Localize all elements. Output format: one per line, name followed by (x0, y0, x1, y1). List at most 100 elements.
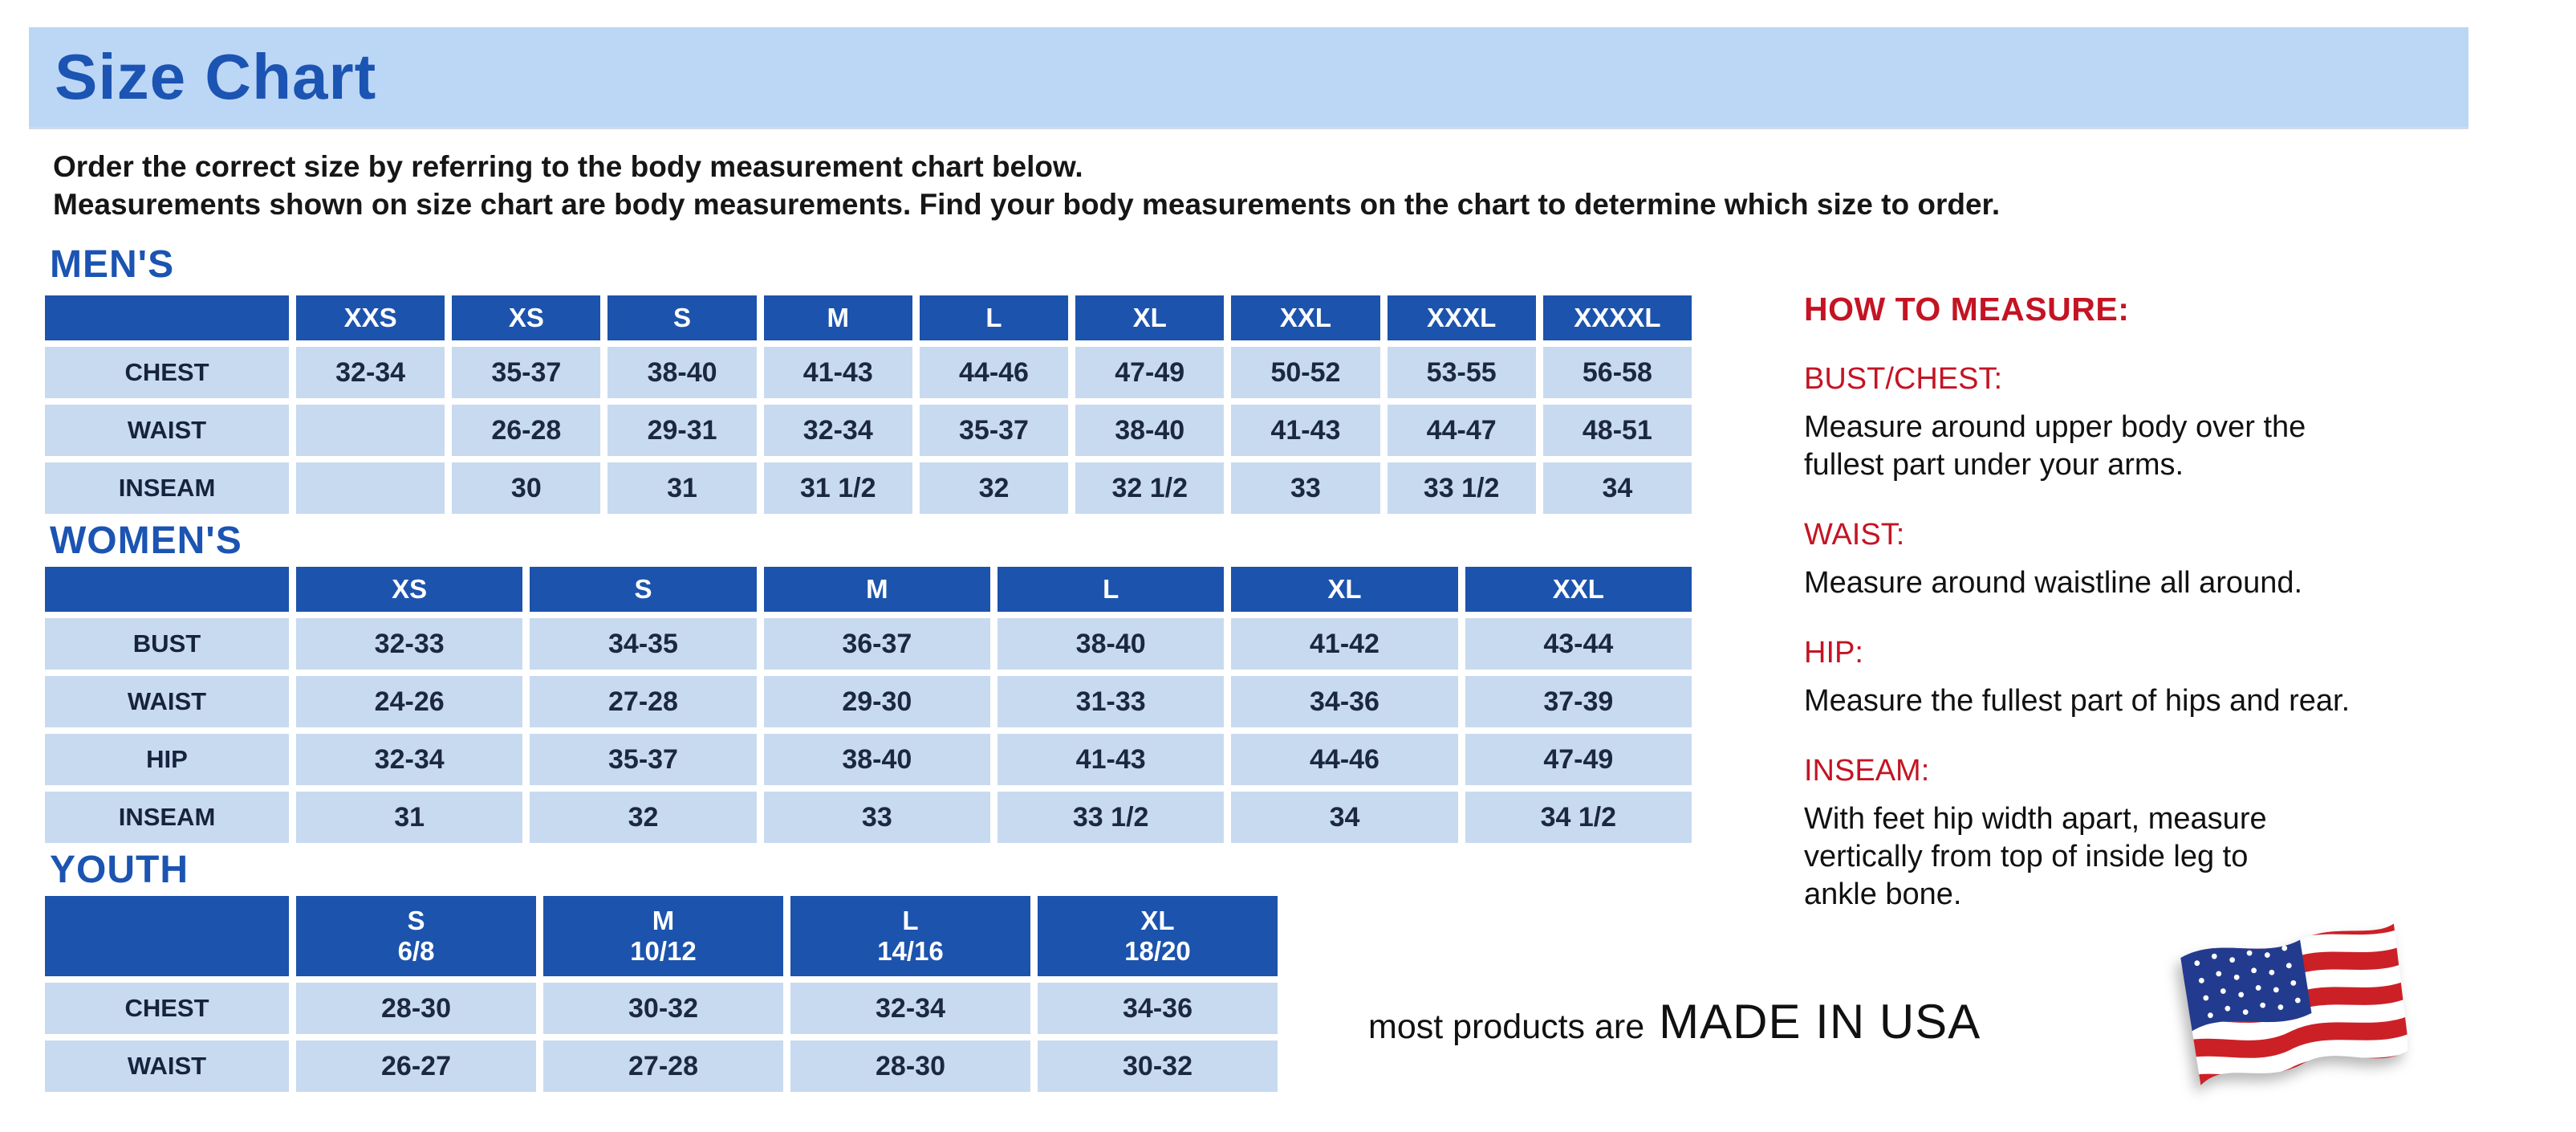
size-value-cell: 35-37 (919, 405, 1069, 456)
size-value-cell: 33 (1231, 462, 1380, 514)
size-value-cell: 41-42 (1231, 618, 1458, 670)
size-value-cell: 30-32 (1038, 1040, 1278, 1092)
size-value-cell: 31 1/2 (763, 462, 912, 514)
measure-label-waist: WAIST: (1804, 518, 1905, 552)
size-value-cell: 28-30 (790, 1040, 1030, 1092)
size-value-cell (296, 405, 445, 456)
size-value-cell: 34-36 (1038, 983, 1278, 1034)
size-value-cell: 34 (1542, 462, 1692, 514)
measure-text-waist: Measure around waistline all around. (1804, 566, 2303, 600)
column-header: XL 18/20 (1038, 896, 1278, 976)
size-value-cell: 32-34 (763, 405, 912, 456)
measure-text-inseam: With feet hip width apart, measure verti… (1804, 802, 2267, 911)
size-value-cell: 32-34 (296, 734, 523, 785)
column-header: XS (452, 295, 601, 340)
made-in-usa-text: MADE IN USA (1659, 995, 1981, 1049)
made-in-usa-prefix: most products are (1368, 1008, 1645, 1046)
column-header: S (607, 295, 757, 340)
size-value-cell: 32 (530, 792, 757, 843)
size-value-cell: 30-32 (543, 983, 783, 1034)
column-header: XXS (296, 295, 445, 340)
womens-size-table: XS S M L XL XXL BUST 32-33 34-35 36-37 38-40 41-42 4… (45, 567, 1692, 843)
column-header: L (919, 295, 1069, 340)
row-label: BUST (45, 618, 289, 670)
size-value-cell: 41-43 (997, 734, 1225, 785)
size-value-cell: 27-28 (543, 1040, 783, 1092)
column-header: S 6/8 (296, 896, 536, 976)
size-value-cell: 29-30 (763, 676, 990, 727)
size-value-cell: 26-27 (296, 1040, 536, 1092)
column-header: M 10/12 (543, 896, 783, 976)
column-header: L (997, 567, 1225, 612)
measure-text-hip: Measure the fullest part of hips and rea… (1804, 684, 2350, 718)
column-header: XXL (1465, 567, 1692, 612)
page-title: Size Chart (55, 41, 377, 112)
size-value-cell: 35-37 (452, 347, 601, 398)
corner-header-cell (45, 295, 289, 340)
usa-flag-icon (2167, 920, 2411, 1098)
column-header: M (763, 295, 912, 340)
size-value-cell: 41-43 (763, 347, 912, 398)
mens-size-table: XXS XS S M L XL XXL XXXL XXXXL CHEST 32-34 35-37 38-… (45, 295, 1692, 514)
size-value-cell: 38-40 (1075, 405, 1225, 456)
mens-section-heading: MEN'S (50, 243, 175, 286)
row-label: HIP (45, 734, 289, 785)
size-value-cell (296, 462, 445, 514)
size-value-cell: 34-36 (1231, 676, 1458, 727)
row-label: WAIST (45, 676, 289, 727)
column-header: XL (1231, 567, 1458, 612)
row-label: CHEST (45, 347, 289, 398)
size-value-cell: 30 (452, 462, 601, 514)
measure-label-bust-chest: BUST/CHEST: (1804, 362, 2003, 396)
how-to-measure-heading: HOW TO MEASURE: (1804, 291, 2130, 328)
size-value-cell: 24-26 (296, 676, 523, 727)
column-header: M (763, 567, 990, 612)
size-value-cell: 33 (763, 792, 990, 843)
size-value-cell: 28-30 (296, 983, 536, 1034)
intro-text: Order the correct size by referring to t… (53, 150, 2001, 221)
size-value-cell: 48-51 (1542, 405, 1692, 456)
size-value-cell: 31 (607, 462, 757, 514)
size-value-cell: 41-43 (1231, 405, 1380, 456)
size-value-cell: 47-49 (1465, 734, 1692, 785)
size-value-cell: 32-34 (296, 347, 445, 398)
size-value-cell: 34 (1231, 792, 1458, 843)
column-header: XS (296, 567, 523, 612)
measure-label-inseam: INSEAM: (1804, 754, 1930, 788)
column-header: S (530, 567, 757, 612)
size-value-cell: 44-46 (1231, 734, 1458, 785)
size-value-cell: 32 1/2 (1075, 462, 1225, 514)
size-value-cell: 33 1/2 (1387, 462, 1536, 514)
size-value-cell: 38-40 (763, 734, 990, 785)
size-value-cell: 26-28 (452, 405, 601, 456)
size-value-cell: 29-31 (607, 405, 757, 456)
size-value-cell: 36-37 (763, 618, 990, 670)
row-label: INSEAM (45, 792, 289, 843)
size-value-cell: 44-46 (919, 347, 1069, 398)
size-value-cell: 32-33 (296, 618, 523, 670)
size-value-cell: 37-39 (1465, 676, 1692, 727)
size-value-cell: 33 1/2 (997, 792, 1225, 843)
youth-size-table: S 6/8 M 10/12 L 14/16 XL 18/20 CHEST 28-30 30-… (45, 896, 1278, 1092)
column-header: XXXXL (1542, 295, 1692, 340)
size-value-cell: 31 (296, 792, 523, 843)
row-label: CHEST (45, 983, 289, 1034)
row-label: WAIST (45, 405, 289, 456)
how-to-measure-section: HOW TO MEASURE: BUST/CHEST: Measure arou… (1804, 291, 2566, 914)
corner-header-cell (45, 567, 289, 612)
size-value-cell: 44-47 (1387, 405, 1536, 456)
size-value-cell: 32 (919, 462, 1069, 514)
size-value-cell: 47-49 (1075, 347, 1225, 398)
size-value-cell: 35-37 (530, 734, 757, 785)
column-header: XL (1075, 295, 1225, 340)
size-value-cell: 53-55 (1387, 347, 1536, 398)
column-header: L 14/16 (790, 896, 1030, 976)
made-in-usa-line: most products are MADE IN USA (1368, 994, 1981, 1049)
size-value-cell: 56-58 (1542, 347, 1692, 398)
size-value-cell: 27-28 (530, 676, 757, 727)
row-label: INSEAM (45, 462, 289, 514)
size-value-cell: 38-40 (607, 347, 757, 398)
size-value-cell: 43-44 (1465, 618, 1692, 670)
womens-section-heading: WOMEN'S (50, 519, 242, 562)
